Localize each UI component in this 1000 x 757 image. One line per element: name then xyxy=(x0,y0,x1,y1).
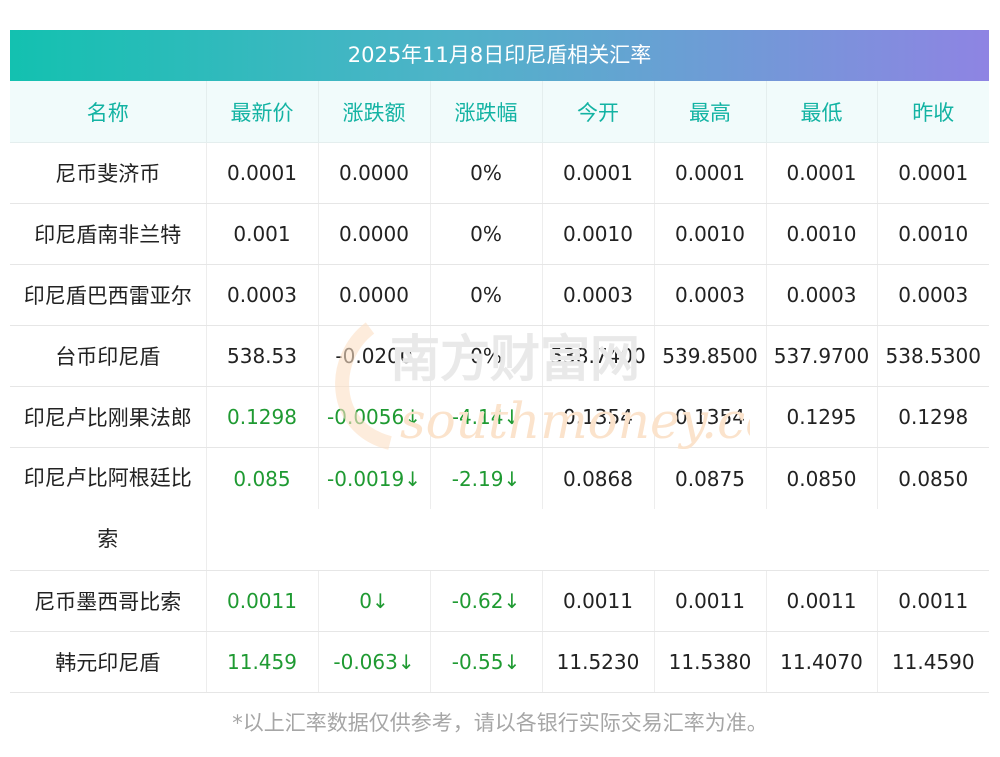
currency-pair-name: 印尼盾巴西雷亚尔 xyxy=(10,264,207,326)
low-cell: 0.0850 xyxy=(766,447,878,509)
empty-cell xyxy=(206,509,989,571)
open-cell: 11.5230 xyxy=(542,631,655,693)
change-cell: 0.0000 xyxy=(318,264,431,326)
table-row: 印尼卢比阿根廷比索 0.085 -0.0019↓ -2.19↓ 0.0868 0.0875… xyxy=(10,447,989,571)
prev-close-cell: 0.0011 xyxy=(877,570,989,632)
prev-close-cell: 0.0003 xyxy=(877,264,989,326)
change-cell: 0.0000 xyxy=(318,142,431,204)
table-row: 韩元印尼盾 11.459 -0.063↓ -0.55↓ 11.5230 11.5380 11… xyxy=(10,631,989,693)
change-pct-cell: -0.62↓ xyxy=(430,570,543,632)
open-cell: 0.1354 xyxy=(542,386,655,448)
open-cell: 0.0001 xyxy=(542,142,655,204)
change-pct-cell: -4.14↓ xyxy=(430,386,543,448)
high-cell: 0.0011 xyxy=(654,570,767,632)
high-cell: 539.8500 xyxy=(654,325,767,387)
open-cell: 538.7400 xyxy=(542,325,655,387)
footnote: *以上汇率数据仅供参考，请以各银行实际交易汇率为准。 xyxy=(232,711,768,735)
change-pct-cell: 0% xyxy=(430,203,543,265)
open-cell: 0.0011 xyxy=(542,570,655,632)
change-pct-cell: -2.19↓ xyxy=(430,447,543,509)
low-cell: 537.9700 xyxy=(766,325,878,387)
table-row: 尼币斐济币 0.0001 0.0000 0% 0.0001 0.0001 0.0001 0.0… xyxy=(10,142,989,204)
header-prev-close: 昨收 xyxy=(877,81,989,143)
open-cell: 0.0003 xyxy=(542,264,655,326)
table-row-continuation xyxy=(10,509,989,571)
change-cell: 0.0000 xyxy=(318,203,431,265)
prev-close-cell: 0.0010 xyxy=(877,203,989,265)
currency-pair-name: 韩元印尼盾 xyxy=(10,631,207,693)
table-row: 台币印尼盾 538.53 -0.0200 0% 538.7400 539.8500 537.… xyxy=(10,325,989,387)
header-low: 最低 xyxy=(766,81,878,143)
change-pct-cell: 0% xyxy=(430,325,543,387)
header-open: 今开 xyxy=(542,81,655,143)
latest-cell: 0.001 xyxy=(206,203,319,265)
table-row: 印尼卢比刚果法郎 0.1298 -0.0056↓ -4.14↓ 0.1354 0.1354… xyxy=(10,386,989,448)
prev-close-cell: 0.1298 xyxy=(877,386,989,448)
table-row: 印尼盾巴西雷亚尔 0.0003 0.0000 0% 0.0003 0.0003 0.0003… xyxy=(10,264,989,326)
change-pct-cell: 0% xyxy=(430,142,543,204)
rate-table-container: 2025年11月8日印尼盾相关汇率 名称 最新价 涨跌额 涨跌幅 今开 最高 最… xyxy=(10,30,989,693)
latest-cell: 0.0003 xyxy=(206,264,319,326)
currency-pair-name: 印尼卢比阿根廷比索 xyxy=(10,447,207,571)
high-cell: 0.0875 xyxy=(654,447,767,509)
latest-cell: 0.0011 xyxy=(206,570,319,632)
table-row: 印尼盾南非兰特 0.001 0.0000 0% 0.0010 0.0010 0.0010 0.… xyxy=(10,203,989,265)
low-cell: 0.0011 xyxy=(766,570,878,632)
currency-pair-name: 印尼卢比刚果法郎 xyxy=(10,386,207,448)
latest-cell: 538.53 xyxy=(206,325,319,387)
latest-cell: 0.1298 xyxy=(206,386,319,448)
high-cell: 11.5380 xyxy=(654,631,767,693)
low-cell: 0.0001 xyxy=(766,142,878,204)
latest-cell: 0.085 xyxy=(206,447,319,509)
table-title: 2025年11月8日印尼盾相关汇率 xyxy=(10,30,989,81)
low-cell: 0.0010 xyxy=(766,203,878,265)
header-high: 最高 xyxy=(654,81,767,143)
change-pct-cell: 0% xyxy=(430,264,543,326)
header-latest: 最新价 xyxy=(206,81,319,143)
currency-pair-name: 台币印尼盾 xyxy=(10,325,207,387)
change-cell: -0.0019↓ xyxy=(318,447,431,509)
change-cell: -0.0056↓ xyxy=(318,386,431,448)
high-cell: 0.1354 xyxy=(654,386,767,448)
change-cell: -0.0200 xyxy=(318,325,431,387)
low-cell: 0.0003 xyxy=(766,264,878,326)
table-row: 尼币墨西哥比索 0.0011 0↓ -0.62↓ 0.0011 0.0011 0.0011 0… xyxy=(10,570,989,632)
low-cell: 0.1295 xyxy=(766,386,878,448)
header-change: 涨跌额 xyxy=(318,81,431,143)
prev-close-cell: 0.0001 xyxy=(877,142,989,204)
latest-cell: 11.459 xyxy=(206,631,319,693)
high-cell: 0.0001 xyxy=(654,142,767,204)
change-cell: 0↓ xyxy=(318,570,431,632)
change-cell: -0.063↓ xyxy=(318,631,431,693)
header-row: 名称 最新价 涨跌额 涨跌幅 今开 最高 最低 昨收 xyxy=(10,81,989,143)
prev-close-cell: 0.0850 xyxy=(898,466,969,491)
change-pct-cell: -0.55↓ xyxy=(430,631,543,693)
header-name: 名称 xyxy=(10,81,207,143)
open-cell: 0.0010 xyxy=(542,203,655,265)
high-cell: 0.0003 xyxy=(654,264,767,326)
prev-close-cell: 11.4590 xyxy=(877,631,989,693)
open-cell: 0.0868 xyxy=(542,447,655,509)
exchange-rate-table: 名称 最新价 涨跌额 涨跌幅 今开 最高 最低 昨收 尼币斐济币 0.0001 0.… xyxy=(10,81,989,693)
currency-pair-name: 尼币斐济币 xyxy=(10,142,207,204)
latest-cell: 0.0001 xyxy=(206,142,319,204)
header-change-pct: 涨跌幅 xyxy=(430,81,543,143)
low-cell: 11.4070 xyxy=(766,631,878,693)
currency-pair-name: 印尼盾南非兰特 xyxy=(10,203,207,265)
currency-pair-name: 尼币墨西哥比索 xyxy=(10,570,207,632)
high-cell: 0.0010 xyxy=(654,203,767,265)
prev-close-cell: 538.5300 xyxy=(877,325,989,387)
